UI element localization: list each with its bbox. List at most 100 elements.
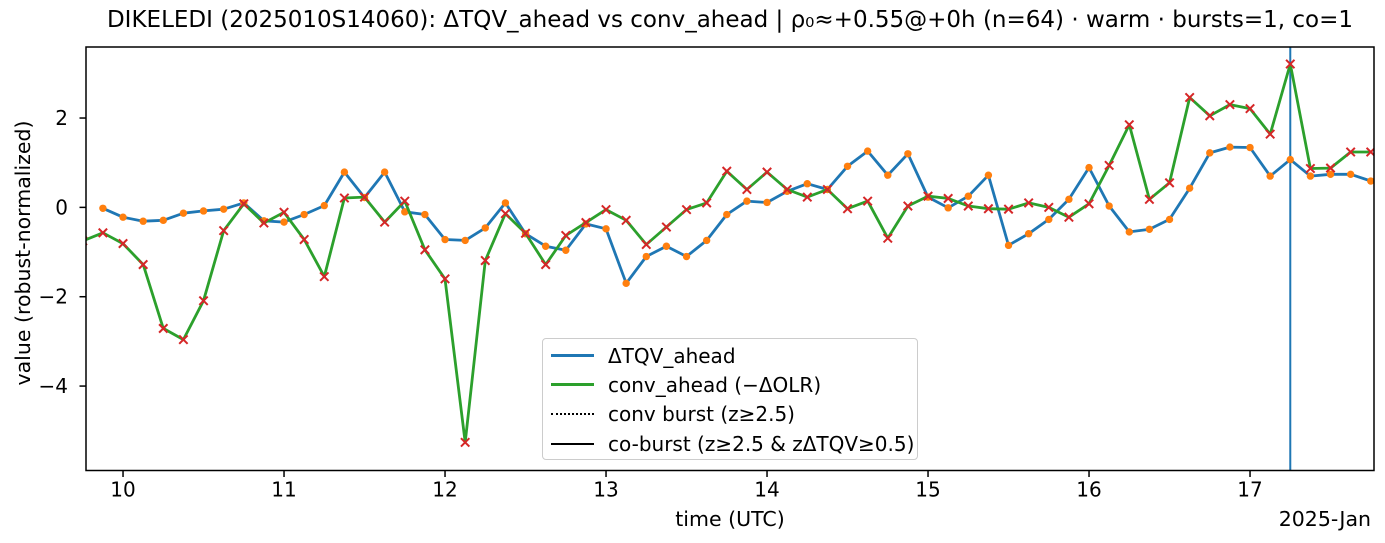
series-line-0 — [101, 145, 1373, 285]
x-tick-label: 15 — [915, 478, 940, 502]
data-point-marker — [339, 193, 350, 203]
x-tick-label: 17 — [1237, 478, 1262, 502]
data-point-marker — [280, 218, 288, 226]
data-point-marker — [421, 210, 429, 219]
data-point-marker — [803, 179, 811, 188]
data-point-marker — [1124, 119, 1135, 130]
x-tick-label: 11 — [271, 478, 296, 502]
data-point-marker — [863, 147, 872, 155]
data-point-marker — [1306, 172, 1315, 180]
data-point-marker — [661, 222, 672, 232]
data-point-marker — [1004, 241, 1013, 250]
data-point-marker — [1023, 198, 1034, 208]
legend-line-sample — [551, 354, 594, 358]
data-point-marker — [681, 204, 692, 215]
data-point-marker — [1184, 92, 1195, 103]
x-tick-label: 10 — [110, 478, 135, 502]
data-point-marker — [359, 192, 370, 203]
legend-line-sample — [551, 383, 594, 387]
legend-entry-0: ΔTQV_ahead — [543, 341, 917, 370]
y-tick-label: 0 — [55, 195, 68, 219]
data-point-marker — [884, 171, 892, 179]
data-point-marker — [1063, 212, 1074, 223]
data-point-marker — [1045, 215, 1053, 224]
data-point-marker — [1305, 163, 1316, 174]
data-point-marker — [943, 193, 954, 204]
data-point-marker — [862, 196, 873, 207]
data-point-marker — [1105, 202, 1113, 210]
x-tick-label: 12 — [432, 478, 457, 502]
data-point-marker — [1085, 163, 1093, 172]
data-point-marker — [1224, 99, 1235, 110]
data-point-marker — [721, 166, 732, 177]
data-point-marker — [1043, 202, 1054, 213]
data-point-marker — [99, 204, 107, 212]
data-point-marker — [1024, 230, 1033, 238]
legend-line-sample — [551, 442, 594, 445]
data-point-marker — [562, 246, 570, 254]
x-tick-label: 14 — [754, 478, 779, 502]
data-point-marker — [1367, 177, 1374, 185]
data-point-marker — [279, 207, 289, 218]
data-point-marker — [1265, 129, 1276, 140]
data-point-marker — [299, 234, 310, 245]
legend-entry-2: conv burst (z≥2.5) — [543, 400, 917, 429]
data-point-marker — [401, 208, 409, 216]
data-point-marker — [158, 323, 169, 334]
data-point-marker — [97, 227, 108, 238]
data-point-marker — [300, 210, 308, 219]
data-point-marker — [500, 208, 511, 219]
data-point-marker — [1245, 103, 1255, 114]
data-point-marker — [763, 198, 771, 207]
data-point-marker — [178, 334, 189, 345]
data-point-marker — [741, 184, 752, 195]
data-point-marker — [319, 271, 330, 282]
data-point-marker — [802, 192, 813, 203]
data-point-marker — [1164, 177, 1175, 188]
data-point-marker — [602, 225, 610, 233]
data-point-marker — [1326, 170, 1335, 179]
data-point-marker — [1325, 163, 1336, 173]
data-point-marker — [460, 437, 471, 448]
data-point-marker — [983, 203, 994, 214]
data-point-marker — [501, 199, 510, 207]
data-point-marker — [179, 209, 188, 217]
data-point-marker — [1144, 194, 1155, 205]
data-point-marker — [1285, 59, 1296, 69]
data-point-marker — [762, 167, 772, 177]
data-point-marker — [560, 230, 571, 241]
data-point-marker — [963, 201, 974, 211]
data-point-marker — [1204, 110, 1215, 121]
data-point-marker — [1345, 147, 1356, 157]
data-point-marker — [118, 238, 128, 249]
data-point-marker — [902, 201, 913, 211]
data-point-marker — [199, 207, 208, 215]
legend-entry-3: co-burst (z≥2.5 & zΔTQV≥0.5) — [543, 429, 917, 458]
x-tick-label: 13 — [593, 478, 618, 502]
y-tick-label: −2 — [39, 285, 68, 309]
data-point-marker — [139, 217, 147, 225]
data-point-marker — [340, 168, 349, 176]
legend-label: ΔTQV_ahead — [608, 343, 736, 368]
data-point-marker — [701, 198, 712, 208]
data-point-marker — [702, 236, 711, 245]
data-point-marker — [682, 252, 691, 261]
data-point-marker — [1003, 204, 1014, 215]
data-point-marker — [944, 204, 952, 212]
data-point-marker — [923, 191, 933, 202]
data-point-marker — [379, 217, 390, 228]
data-point-marker — [904, 150, 912, 158]
legend-entry-1: conv_ahead (−ΔOLR) — [543, 370, 917, 399]
legend-label: conv_ahead (−ΔOLR) — [608, 372, 822, 397]
data-point-marker — [1165, 215, 1174, 224]
data-point-marker — [258, 218, 269, 228]
data-point-marker — [1226, 143, 1234, 151]
data-point-marker — [480, 255, 491, 266]
data-point-marker — [419, 244, 430, 255]
legend-label: conv burst (z≥2.5) — [608, 402, 795, 427]
data-point-marker — [198, 295, 209, 306]
data-point-marker — [882, 233, 893, 244]
data-point-marker — [1125, 228, 1133, 236]
data-point-marker — [461, 236, 469, 245]
